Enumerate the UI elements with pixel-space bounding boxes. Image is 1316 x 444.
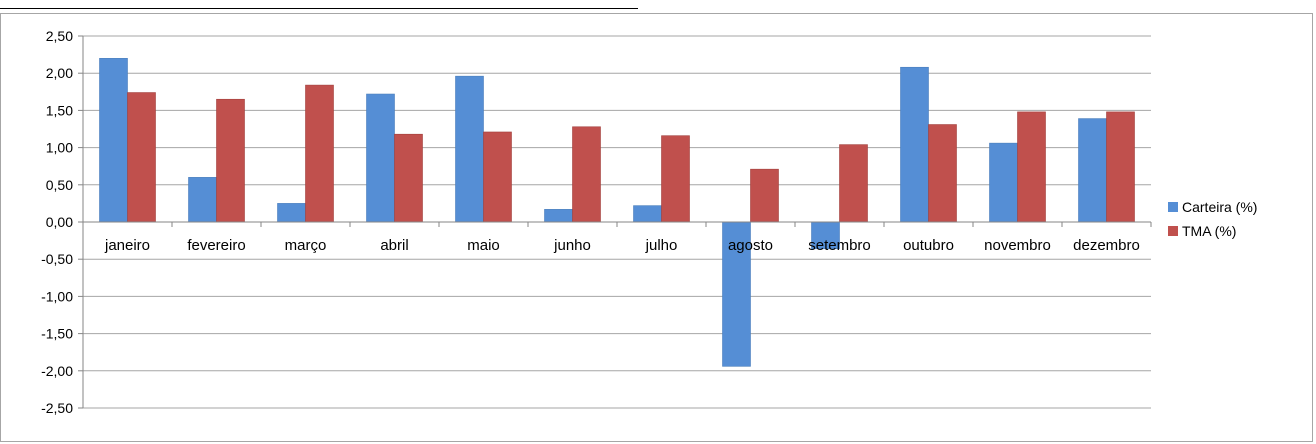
- y-tick-label: 0,50: [46, 177, 73, 193]
- legend-label-carteira: Carteira (%): [1182, 199, 1257, 215]
- y-tick-label: -2,50: [41, 400, 73, 416]
- y-tick-label: -1,50: [41, 326, 73, 342]
- tma-bar-março: [305, 84, 334, 223]
- category-label-junho: junho: [553, 237, 591, 254]
- legend-swatch-carteira: [1168, 202, 1178, 212]
- carteira-bar-janeiro: [99, 58, 128, 223]
- category-label-abril: abril: [380, 237, 408, 254]
- y-tick-label: -0,50: [41, 251, 73, 267]
- tma-bar-outubro: [928, 124, 957, 223]
- category-label-maio: maio: [467, 237, 500, 254]
- carteira-bar-março: [277, 203, 306, 223]
- carteira-bar-julho: [633, 205, 662, 223]
- chart-frame: 2,50 2,00 1,50 1,00 0,50 0,00 -0,50 -1,00 -1,50 -…: [0, 13, 1313, 442]
- tma-bar-fevereiro: [216, 98, 245, 223]
- y-axis-tick-labels: 2,50 2,00 1,50 1,00 0,50 0,00 -0,50 -1,00 -1,50 -…: [41, 28, 73, 416]
- bar-chart: 2,50 2,00 1,50 1,00 0,50 0,00 -0,50 -1,00 -1,50 -…: [41, 28, 1257, 416]
- tma-bar-abril: [394, 133, 423, 223]
- category-label-fevereiro: fevereiro: [187, 237, 245, 254]
- axes: [78, 35, 1152, 409]
- category-label-setembro: setembro: [808, 237, 871, 254]
- y-tick-label: 2,00: [46, 65, 73, 81]
- legend-swatch-tma: [1168, 226, 1178, 236]
- category-label-outubro: outubro: [903, 237, 954, 254]
- bars: [99, 58, 1135, 367]
- top-border-line: [0, 0, 638, 9]
- tma-bar-junho: [572, 126, 601, 223]
- carteira-bar-outubro: [900, 66, 929, 223]
- tma-bar-janeiro: [127, 92, 156, 223]
- category-label-janeiro: janeiro: [104, 237, 150, 254]
- legend-label-tma: TMA (%): [1182, 223, 1236, 239]
- carteira-bar-dezembro: [1078, 118, 1107, 223]
- carteira-bar-agosto: [722, 221, 751, 367]
- category-label-dezembro: dezembro: [1073, 237, 1140, 254]
- y-tick-label: -2,00: [41, 363, 73, 379]
- tma-bar-maio: [483, 131, 512, 223]
- y-tick-label: 0,00: [46, 214, 73, 230]
- carteira-bar-setembro: [811, 221, 840, 250]
- category-label-novembro: novembro: [984, 237, 1051, 254]
- legend: Carteira (%) TMA (%): [1168, 199, 1257, 239]
- y-tick-label: -1,00: [41, 288, 73, 304]
- tma-bar-agosto: [750, 168, 779, 223]
- category-label-agosto: agosto: [728, 237, 773, 254]
- tma-bar-setembro: [839, 144, 868, 223]
- carteira-bar-junho: [544, 209, 573, 223]
- category-label-março: março: [285, 237, 327, 254]
- category-label-julho: julho: [645, 237, 678, 254]
- tma-bar-novembro: [1017, 111, 1046, 223]
- y-tick-label: 1,50: [46, 102, 73, 118]
- y-tick-label: 2,50: [46, 28, 73, 44]
- tma-bar-julho: [661, 135, 690, 223]
- carteira-bar-maio: [455, 75, 484, 223]
- carteira-bar-abril: [366, 93, 395, 223]
- y-tick-label: 1,00: [46, 140, 73, 156]
- tma-bar-dezembro: [1106, 111, 1135, 223]
- carteira-bar-novembro: [989, 142, 1018, 223]
- x-axis-category-labels: janeiro fevereiro março abril maio junho julho…: [104, 237, 1140, 254]
- carteira-bar-fevereiro: [188, 177, 217, 223]
